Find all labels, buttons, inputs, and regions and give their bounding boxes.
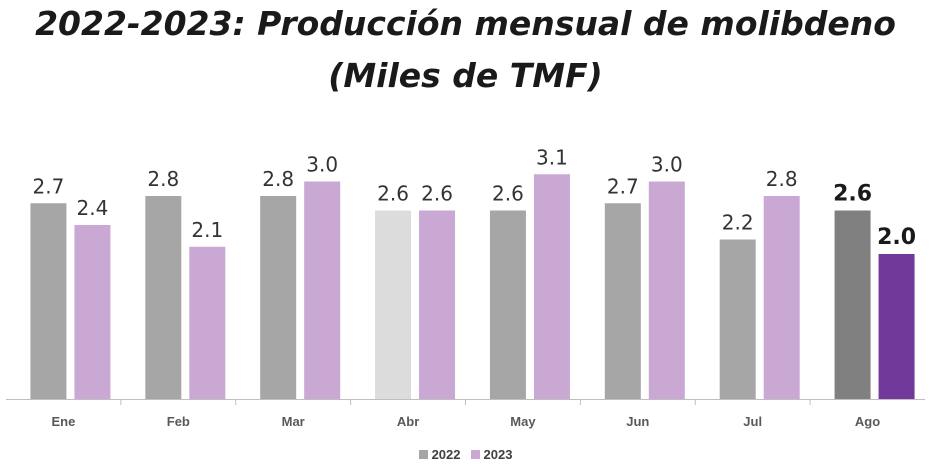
legend-swatch-2022 [418,450,428,459]
data-label-2023-ago: 2.0 [877,225,916,250]
data-label-2022-jun: 2.7 [607,174,639,198]
bar-2022-mar [260,196,297,399]
bar-2023-ene [74,225,111,399]
legend-label-2023: 2023 [483,447,513,462]
x-tick-label-jun: Jun [626,414,649,429]
legend: 2022 2023 [0,447,931,462]
data-label-2023-ene: 2.4 [77,196,109,220]
data-label-2023-mar: 3.0 [306,153,338,177]
chart-title: 2022-2023: Producción mensual de molibde… [35,4,896,43]
x-axis: Ene Feb Mar Abr May Jun Jul Ago [6,399,925,429]
bar-2023-feb [189,246,226,399]
value-labels-group: 2.7 2.4 2.8 2.1 2.8 3.0 2.6 2.6 2.6 3.1 2.7 3.0 2.2 2… [33,145,917,250]
bar-2022-jul [719,239,756,399]
data-label-2023-abr: 2.6 [421,182,453,206]
bar-2023-mar [304,181,341,399]
data-label-2022-may: 2.6 [492,182,524,206]
bar-2022-jun [604,203,641,399]
data-label-2022-ene: 2.7 [33,174,65,198]
x-tick-label-feb: Feb [167,414,190,429]
bar-2022-may [489,210,526,399]
data-label-2022-abr: 2.6 [377,182,409,206]
bars-group [30,174,915,399]
bar-2023-jul [763,196,800,399]
bar-2023-ago [878,254,915,399]
x-tick-label-mar: Mar [282,414,305,429]
bar-2023-may [533,174,570,399]
x-tick-label-jul: Jul [743,414,762,429]
data-label-2022-ago: 2.6 [833,182,872,207]
data-label-2023-jun: 3.0 [651,153,683,177]
legend-item-2023: 2023 [470,447,513,462]
x-tick-label-abr: Abr [397,414,419,429]
legend-item-2022: 2022 [418,447,461,462]
data-label-2022-mar: 2.8 [262,167,294,191]
bar-2023-abr [419,210,456,399]
data-label-2023-jul: 2.8 [766,167,798,191]
bar-2022-ago [834,210,871,399]
x-tick-label-may: May [510,414,536,429]
legend-swatch-2023 [470,450,480,459]
chart-subtitle: (Miles de TMF) [328,56,603,95]
data-label-2022-feb: 2.8 [147,167,179,191]
data-label-2023-feb: 2.1 [191,218,223,242]
bar-2022-ene [30,203,67,399]
x-tick-label-ene: Ene [52,414,76,429]
legend-label-2022: 2022 [431,447,461,462]
data-label-2022-jul: 2.2 [722,211,754,235]
bar-2023-jun [648,181,685,399]
bar-2022-feb [145,196,182,399]
x-tick-label-ago: Ago [855,414,880,429]
data-label-2023-may: 3.1 [536,145,568,169]
bar-2022-abr [375,210,412,399]
